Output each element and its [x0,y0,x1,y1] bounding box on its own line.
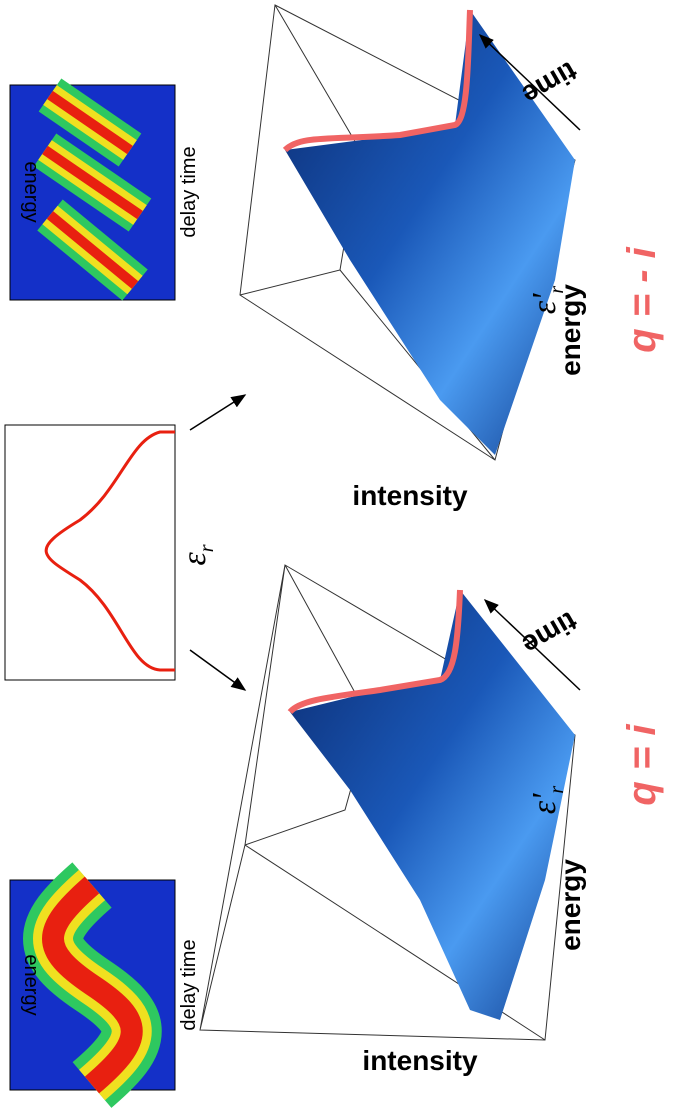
source-symbol: εr [176,544,218,565]
intensity-label: intensity [352,480,468,511]
x-label: delay time [178,146,200,237]
q-label: q = - i [620,246,664,352]
time-label: time [517,605,582,661]
figure: delay time energy delay time energy εr i… [0,0,679,1110]
plot-1: intensity energy ε'r time q = i [200,565,664,1076]
x-label: delay time [178,939,200,1030]
plot-2: intensity energy ε'r time q = - i [240,5,664,511]
intensity-label: intensity [362,1045,478,1076]
q-label: q = i [620,724,664,806]
heatmap-1: delay time energy [10,880,200,1090]
y-label: energy [20,954,42,1015]
y-label: energy [20,161,42,222]
heatmap-2: delay time energy [10,85,200,300]
source-panel: εr [5,395,245,690]
energy-label: energy [555,859,586,951]
